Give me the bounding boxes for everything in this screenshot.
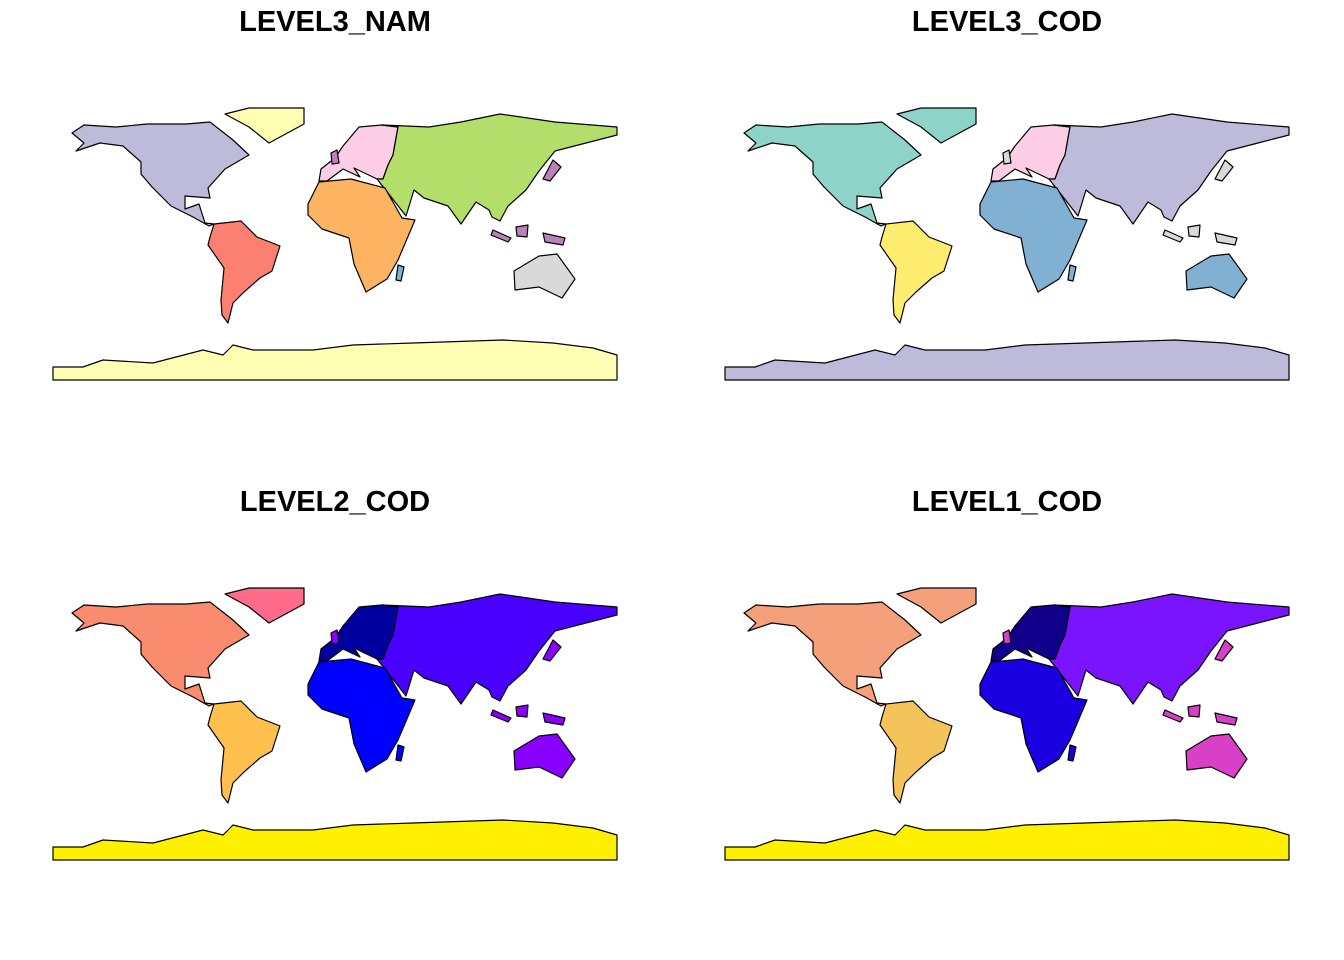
world-map: [52, 107, 618, 381]
world-map: [724, 107, 1290, 381]
panel-title: LEVEL3_COD: [912, 6, 1102, 38]
panel-title: LEVEL2_COD: [240, 486, 430, 518]
panel-title: LEVEL3_NAM: [239, 6, 431, 38]
world-map: [52, 587, 618, 861]
panel-title: LEVEL1_COD: [912, 486, 1102, 518]
world-map: [724, 587, 1290, 861]
